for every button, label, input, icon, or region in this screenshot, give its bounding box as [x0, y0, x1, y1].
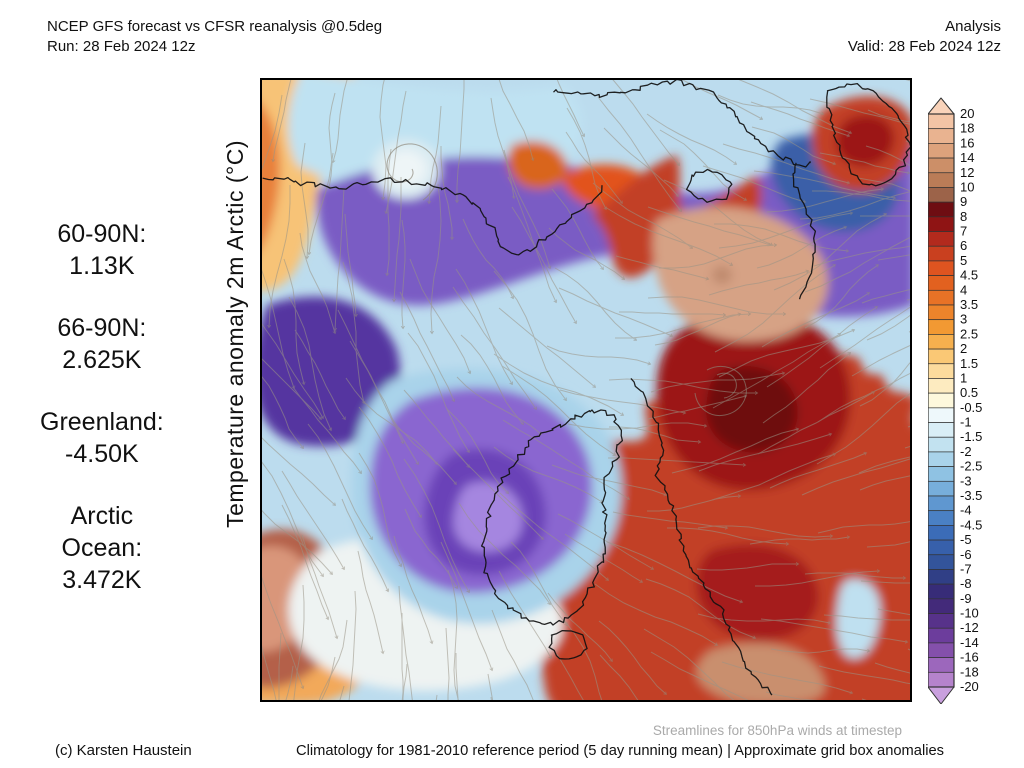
svg-text:-2: -2: [960, 444, 972, 459]
svg-text:-12: -12: [960, 620, 979, 635]
svg-text:-3: -3: [960, 473, 972, 488]
svg-text:10: 10: [960, 179, 974, 194]
svg-text:8: 8: [960, 209, 967, 224]
svg-text:4.5: 4.5: [960, 268, 978, 283]
svg-text:-7: -7: [960, 561, 972, 576]
svg-text:-4: -4: [960, 503, 972, 518]
svg-text:2: 2: [960, 341, 967, 356]
svg-text:7: 7: [960, 224, 967, 239]
svg-text:-10: -10: [960, 606, 979, 621]
svg-text:12: 12: [960, 165, 974, 180]
svg-text:1.5: 1.5: [960, 356, 978, 371]
svg-text:16: 16: [960, 135, 974, 150]
svg-text:4: 4: [960, 282, 967, 297]
svg-text:-14: -14: [960, 635, 979, 650]
svg-text:0.5: 0.5: [960, 385, 978, 400]
svg-text:-1.5: -1.5: [960, 429, 982, 444]
svg-text:-2.5: -2.5: [960, 459, 982, 474]
svg-text:-5: -5: [960, 532, 972, 547]
svg-text:-6: -6: [960, 547, 972, 562]
svg-text:5: 5: [960, 253, 967, 268]
svg-text:-0.5: -0.5: [960, 400, 982, 415]
svg-text:-18: -18: [960, 664, 979, 679]
svg-text:18: 18: [960, 121, 974, 136]
svg-text:9: 9: [960, 194, 967, 209]
svg-text:1: 1: [960, 370, 967, 385]
svg-text:2.5: 2.5: [960, 326, 978, 341]
svg-text:-8: -8: [960, 576, 972, 591]
svg-text:-3.5: -3.5: [960, 488, 982, 503]
svg-text:3.5: 3.5: [960, 297, 978, 312]
svg-text:-16: -16: [960, 650, 979, 665]
svg-text:14: 14: [960, 150, 974, 165]
svg-text:3: 3: [960, 312, 967, 327]
svg-text:-20: -20: [960, 679, 979, 694]
svg-text:-1: -1: [960, 415, 972, 430]
svg-text:-9: -9: [960, 591, 972, 606]
svg-text:20: 20: [960, 106, 974, 121]
svg-text:-4.5: -4.5: [960, 517, 982, 532]
svg-text:6: 6: [960, 238, 967, 253]
